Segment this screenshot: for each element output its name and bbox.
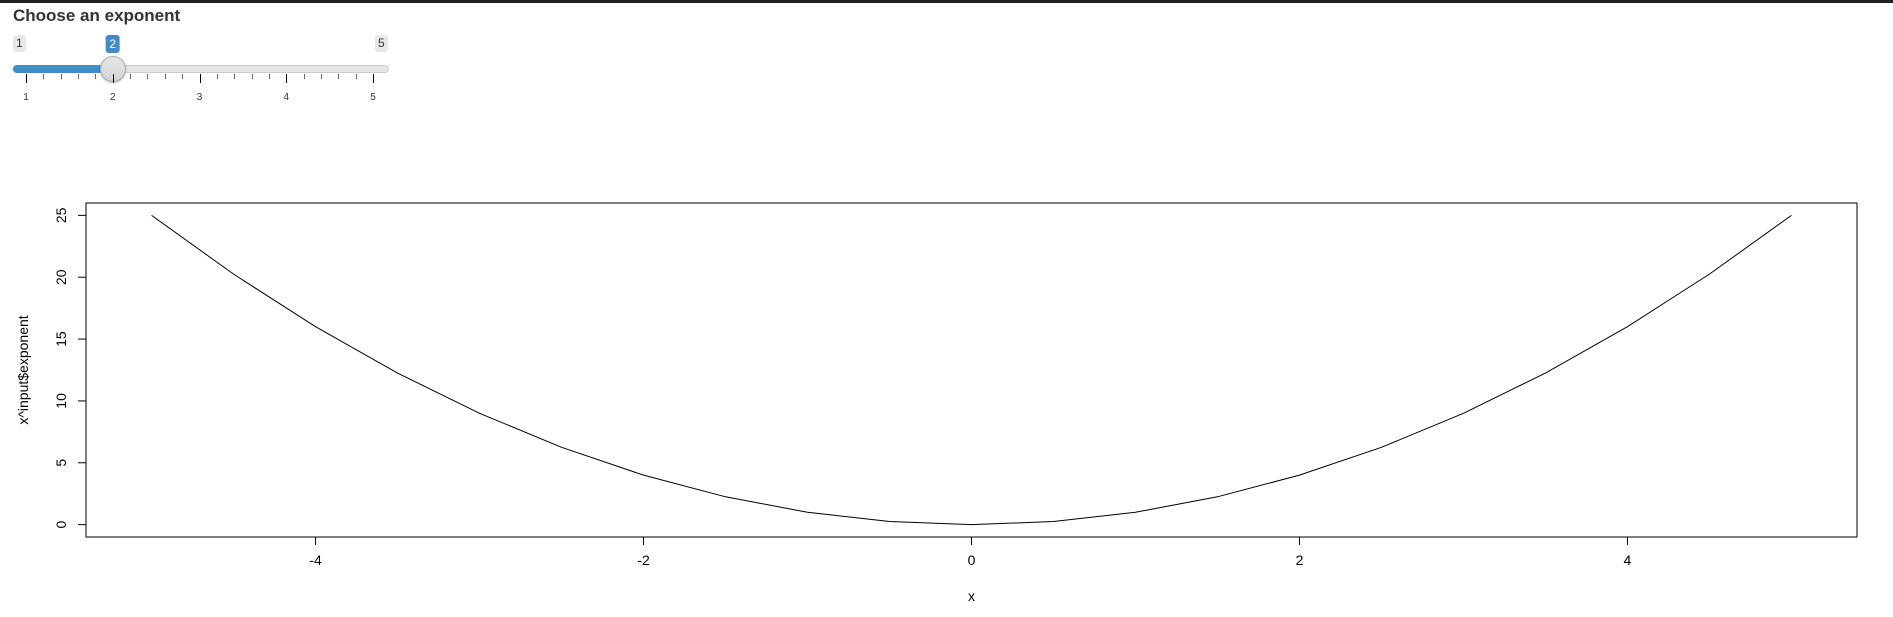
slider-tick-label: 5	[370, 92, 376, 103]
slider-minor-tick	[182, 74, 184, 79]
slider-min-label: 1	[13, 35, 26, 52]
x-tick-label: -2	[637, 552, 650, 568]
x-tick-label: 4	[1624, 552, 1632, 568]
slider-tick-label: 3	[196, 92, 203, 103]
slider-minor-tick	[338, 74, 340, 79]
slider-minor-tick	[320, 74, 322, 79]
slider-major-tick	[26, 74, 27, 83]
exponent-slider[interactable]: 1 5 2 1 2 3 4 5	[13, 34, 389, 110]
slider-current-value: 2	[105, 35, 121, 53]
slider-minor-tick	[60, 74, 62, 79]
y-axis: 0 5 10 15 20 25	[53, 207, 87, 529]
slider-minor-tick	[164, 74, 166, 79]
slider-tick-label: 1	[23, 92, 29, 103]
y-tick-label: 5	[53, 459, 69, 467]
slider-major-tick	[286, 74, 288, 83]
slider-max-label: 5	[375, 35, 388, 52]
slider-minor-tick	[216, 74, 218, 79]
x-tick-label: 2	[1296, 552, 1304, 568]
slider-minor-tick	[78, 74, 80, 79]
slider-minor-tick	[268, 74, 270, 79]
y-tick-label: 15	[53, 331, 69, 347]
slider-tick-label: 2	[109, 92, 116, 103]
slider-fill	[13, 65, 113, 73]
plot-box	[85, 202, 1858, 538]
slider-minor-tick	[147, 74, 149, 79]
x-tick-label: -4	[309, 552, 322, 568]
top-border	[0, 0, 1893, 3]
slider-minor-tick	[43, 74, 45, 79]
slider-minor-tick	[234, 74, 236, 79]
x-tick-label: 0	[968, 552, 976, 568]
x-axis: -4 -2 0 2 4	[309, 536, 1632, 568]
slider-major-tick	[112, 74, 114, 83]
series-line	[151, 214, 1792, 526]
slider-tick-label: 4	[283, 92, 290, 103]
slider-major-tick	[373, 74, 374, 83]
slider-minor-tick	[251, 74, 253, 79]
plot-area: -4 -2 0 2 4 0 5 10 15 20 25 x x^input$exponent	[15, 202, 1858, 604]
y-tick-label: 10	[53, 393, 69, 409]
y-tick-label: 0	[53, 521, 69, 529]
slider-major-tick	[199, 74, 201, 83]
y-tick-label: 20	[53, 269, 69, 285]
y-axis-label: x^input$exponent	[15, 315, 31, 424]
slider-label: Choose an exponent	[13, 6, 181, 25]
y-tick-label: 25	[53, 207, 69, 223]
slider-minor-tick	[355, 74, 357, 79]
slider-minor-tick	[130, 74, 132, 79]
slider-minor-tick	[303, 74, 305, 79]
slider-minor-tick	[95, 74, 97, 79]
x-axis-label: x	[968, 588, 975, 604]
